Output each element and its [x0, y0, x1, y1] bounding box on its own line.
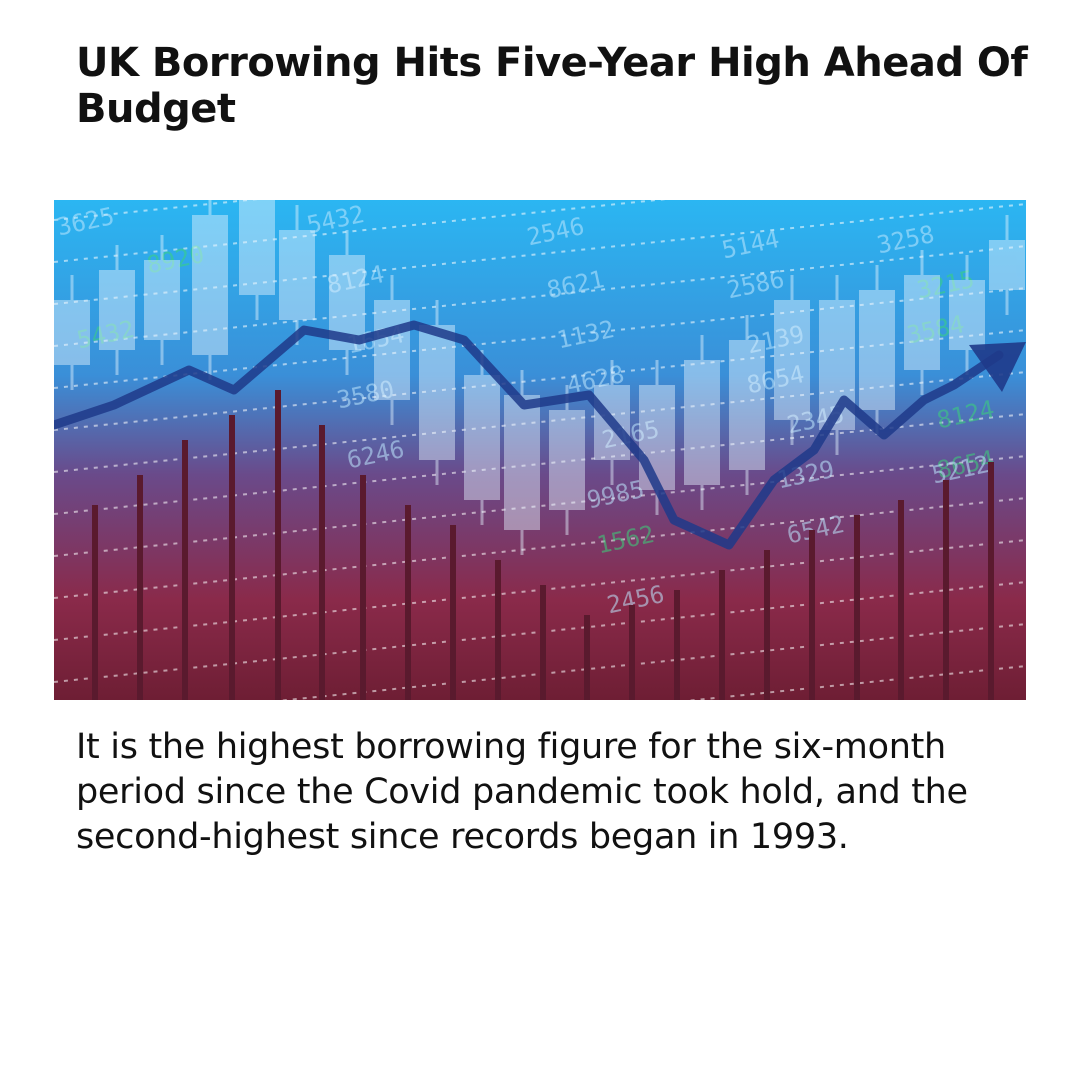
- bar-gap: [584, 615, 590, 700]
- dotted-line: [54, 455, 1026, 557]
- bar-gap: [319, 425, 325, 700]
- dotted-line: [54, 371, 1026, 473]
- candle-body: [192, 215, 228, 355]
- trend-arrow-line: [54, 320, 1004, 550]
- bar-gap: [719, 570, 725, 700]
- bar-gap: [450, 525, 456, 700]
- candle-body: [774, 300, 810, 420]
- bar-gap: [629, 605, 635, 700]
- bar-gap: [92, 505, 98, 700]
- candle-body: [374, 300, 410, 400]
- ticker-numbers: 3625543289202546514432585432812486212586…: [54, 200, 996, 619]
- candle-body: [144, 260, 180, 340]
- candle-body: [54, 300, 90, 365]
- bar-gap: [674, 590, 680, 700]
- bar-gap: [360, 475, 366, 700]
- candle-body: [949, 280, 985, 350]
- candle-body: [859, 290, 895, 410]
- bar-gap: [229, 415, 235, 700]
- bar-gap: [854, 515, 860, 700]
- bar-gap: [540, 585, 546, 700]
- candle-body: [99, 270, 135, 350]
- candle-body: [729, 340, 765, 470]
- bar-gap: [809, 530, 815, 700]
- candle-body: [989, 240, 1025, 290]
- bar-separators: [92, 390, 994, 700]
- bar-gap: [275, 390, 281, 700]
- dotted-line: [54, 497, 1026, 599]
- candle-body: [504, 395, 540, 530]
- dotted-line: [54, 200, 667, 263]
- bar-gap: [137, 475, 143, 700]
- candle-body: [419, 325, 455, 460]
- article-body: It is the highest borrowing figure for t…: [76, 727, 968, 857]
- candle-body: [684, 360, 720, 485]
- bar-gap: [943, 480, 949, 700]
- dotted-line: [54, 287, 1026, 389]
- bar-gap: [405, 505, 411, 700]
- uk-flag-bar-chart-illustration: 3625543289202546514432585432812486212586…: [54, 200, 1026, 700]
- dotted-line: [54, 203, 1026, 305]
- dotted-line: [54, 329, 1026, 431]
- bar-gap: [495, 560, 501, 700]
- hero-image: 3625543289202546514432585432812486212586…: [54, 200, 1026, 700]
- bar-gap: [898, 500, 904, 700]
- article-headline: UK Borrowing Hits Five-Year High Ahead O…: [76, 40, 1028, 132]
- candle-body: [464, 375, 500, 500]
- dotted-line: [54, 200, 259, 221]
- trend-arrowhead: [969, 342, 1026, 392]
- bar-gap: [182, 440, 188, 700]
- dotted-price-lines: [54, 200, 1026, 700]
- dotted-line: [54, 413, 1026, 515]
- candle-body: [639, 385, 675, 490]
- dotted-line: [54, 581, 1026, 683]
- candle-body: [279, 230, 315, 320]
- candle-body: [549, 410, 585, 510]
- candle-body: [904, 275, 940, 370]
- bar-gap: [988, 462, 994, 700]
- candle-body: [239, 200, 275, 295]
- dotted-line: [54, 539, 1026, 641]
- bar-gap: [764, 550, 770, 700]
- dotted-line: [54, 245, 1026, 347]
